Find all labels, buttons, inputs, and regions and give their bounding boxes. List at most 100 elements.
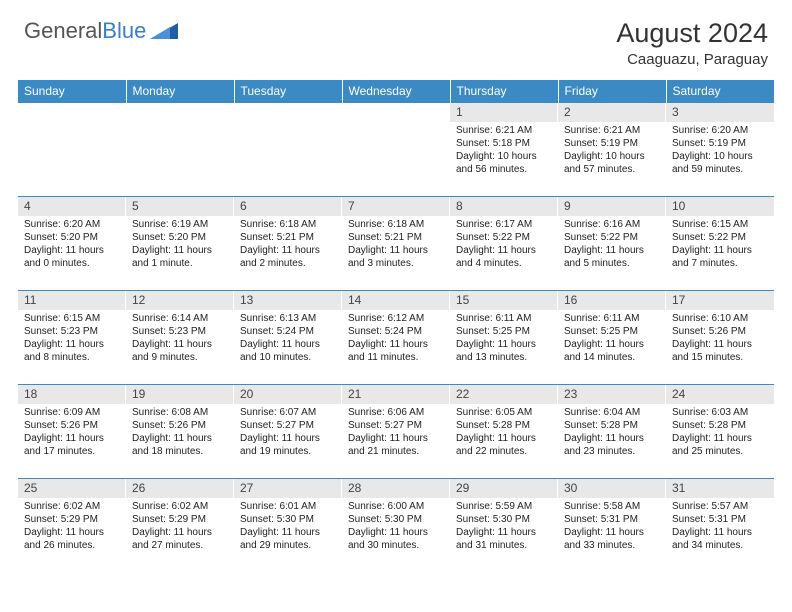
day-number: 27 — [234, 479, 342, 498]
daylight-line: Daylight: 11 hours and 19 minutes. — [240, 433, 336, 459]
calendar-cell: 1Sunrise: 6:21 AMSunset: 5:18 PMDaylight… — [450, 103, 558, 197]
day-header: Thursday — [450, 80, 558, 103]
daylight-line: Daylight: 11 hours and 26 minutes. — [24, 527, 120, 553]
sunset-line: Sunset: 5:27 PM — [240, 420, 336, 433]
sunrise-line: Sunrise: 5:59 AM — [456, 501, 552, 514]
day-number: 16 — [558, 291, 666, 310]
calendar-head: SundayMondayTuesdayWednesdayThursdayFrid… — [18, 80, 774, 103]
calendar-cell: 8Sunrise: 6:17 AMSunset: 5:22 PMDaylight… — [450, 197, 558, 291]
calendar-cell: 9Sunrise: 6:16 AMSunset: 5:22 PMDaylight… — [558, 197, 666, 291]
daylight-line: Daylight: 11 hours and 0 minutes. — [24, 245, 120, 271]
daylight-line: Daylight: 11 hours and 29 minutes. — [240, 527, 336, 553]
calendar-cell: 15Sunrise: 6:11 AMSunset: 5:25 PMDayligh… — [450, 291, 558, 385]
sunrise-line: Sunrise: 6:04 AM — [564, 407, 660, 420]
day-number: 14 — [342, 291, 450, 310]
calendar-cell: 26Sunrise: 6:02 AMSunset: 5:29 PMDayligh… — [126, 479, 234, 573]
calendar-body: 1Sunrise: 6:21 AMSunset: 5:18 PMDaylight… — [18, 103, 774, 573]
daylight-line: Daylight: 11 hours and 33 minutes. — [564, 527, 660, 553]
brand-left: General — [24, 18, 102, 43]
day-number: 19 — [126, 385, 234, 404]
month-title: August 2024 — [616, 18, 768, 49]
daylight-line: Daylight: 10 hours and 59 minutes. — [672, 151, 768, 177]
calendar-cell: 12Sunrise: 6:14 AMSunset: 5:23 PMDayligh… — [126, 291, 234, 385]
day-details: Sunrise: 6:03 AMSunset: 5:28 PMDaylight:… — [666, 404, 774, 461]
sunrise-line: Sunrise: 6:21 AM — [456, 125, 552, 138]
day-details: Sunrise: 6:13 AMSunset: 5:24 PMDaylight:… — [234, 310, 342, 367]
calendar-cell: 3Sunrise: 6:20 AMSunset: 5:19 PMDaylight… — [666, 103, 774, 197]
sunrise-line: Sunrise: 6:00 AM — [348, 501, 444, 514]
day-number: 8 — [450, 197, 558, 216]
day-number: 13 — [234, 291, 342, 310]
daylight-line: Daylight: 11 hours and 25 minutes. — [672, 433, 768, 459]
calendar-cell — [234, 103, 342, 197]
sunset-line: Sunset: 5:22 PM — [564, 232, 660, 245]
day-details: Sunrise: 6:01 AMSunset: 5:30 PMDaylight:… — [234, 498, 342, 555]
day-details: Sunrise: 6:21 AMSunset: 5:19 PMDaylight:… — [558, 122, 666, 179]
daylight-line: Daylight: 11 hours and 13 minutes. — [456, 339, 552, 365]
daylight-line: Daylight: 11 hours and 15 minutes. — [672, 339, 768, 365]
daylight-line: Daylight: 10 hours and 56 minutes. — [456, 151, 552, 177]
daylight-line: Daylight: 11 hours and 7 minutes. — [672, 245, 768, 271]
day-number: 10 — [666, 197, 774, 216]
sunset-line: Sunset: 5:29 PM — [132, 514, 228, 527]
header: GeneralBlue August 2024 Caaguazu, Paragu… — [0, 0, 792, 76]
sunrise-line: Sunrise: 5:57 AM — [672, 501, 768, 514]
sunset-line: Sunset: 5:28 PM — [672, 420, 768, 433]
daylight-line: Daylight: 11 hours and 3 minutes. — [348, 245, 444, 271]
day-details: Sunrise: 6:07 AMSunset: 5:27 PMDaylight:… — [234, 404, 342, 461]
day-number: 4 — [18, 197, 126, 216]
day-details: Sunrise: 6:05 AMSunset: 5:28 PMDaylight:… — [450, 404, 558, 461]
calendar-cell: 30Sunrise: 5:58 AMSunset: 5:31 PMDayligh… — [558, 479, 666, 573]
calendar-cell: 21Sunrise: 6:06 AMSunset: 5:27 PMDayligh… — [342, 385, 450, 479]
sunrise-line: Sunrise: 6:17 AM — [456, 219, 552, 232]
daylight-line: Daylight: 11 hours and 8 minutes. — [24, 339, 120, 365]
sunrise-line: Sunrise: 6:09 AM — [24, 407, 120, 420]
sunrise-line: Sunrise: 6:15 AM — [672, 219, 768, 232]
sunrise-line: Sunrise: 5:58 AM — [564, 501, 660, 514]
day-details: Sunrise: 5:57 AMSunset: 5:31 PMDaylight:… — [666, 498, 774, 555]
day-number: 9 — [558, 197, 666, 216]
daylight-line: Daylight: 11 hours and 23 minutes. — [564, 433, 660, 459]
daylight-line: Daylight: 11 hours and 30 minutes. — [348, 527, 444, 553]
calendar-row: 4Sunrise: 6:20 AMSunset: 5:20 PMDaylight… — [18, 197, 774, 291]
day-header: Friday — [558, 80, 666, 103]
day-header: Tuesday — [234, 80, 342, 103]
calendar-cell: 16Sunrise: 6:11 AMSunset: 5:25 PMDayligh… — [558, 291, 666, 385]
day-details: Sunrise: 6:20 AMSunset: 5:20 PMDaylight:… — [18, 216, 126, 273]
daylight-line: Daylight: 11 hours and 27 minutes. — [132, 527, 228, 553]
sunrise-line: Sunrise: 6:11 AM — [564, 313, 660, 326]
sunset-line: Sunset: 5:26 PM — [24, 420, 120, 433]
daylight-line: Daylight: 11 hours and 22 minutes. — [456, 433, 552, 459]
sunset-line: Sunset: 5:30 PM — [240, 514, 336, 527]
calendar-table: SundayMondayTuesdayWednesdayThursdayFrid… — [18, 80, 774, 573]
sunrise-line: Sunrise: 6:06 AM — [348, 407, 444, 420]
calendar-cell: 7Sunrise: 6:18 AMSunset: 5:21 PMDaylight… — [342, 197, 450, 291]
day-number: 29 — [450, 479, 558, 498]
day-number: 17 — [666, 291, 774, 310]
calendar-row: 18Sunrise: 6:09 AMSunset: 5:26 PMDayligh… — [18, 385, 774, 479]
calendar-cell: 10Sunrise: 6:15 AMSunset: 5:22 PMDayligh… — [666, 197, 774, 291]
day-details: Sunrise: 6:11 AMSunset: 5:25 PMDaylight:… — [558, 310, 666, 367]
sunset-line: Sunset: 5:21 PM — [348, 232, 444, 245]
day-details: Sunrise: 6:11 AMSunset: 5:25 PMDaylight:… — [450, 310, 558, 367]
sunrise-line: Sunrise: 6:08 AM — [132, 407, 228, 420]
daylight-line: Daylight: 11 hours and 14 minutes. — [564, 339, 660, 365]
sunrise-line: Sunrise: 6:20 AM — [672, 125, 768, 138]
calendar-cell: 13Sunrise: 6:13 AMSunset: 5:24 PMDayligh… — [234, 291, 342, 385]
day-details: Sunrise: 5:59 AMSunset: 5:30 PMDaylight:… — [450, 498, 558, 555]
sunrise-line: Sunrise: 6:20 AM — [24, 219, 120, 232]
sunset-line: Sunset: 5:23 PM — [132, 326, 228, 339]
calendar-cell: 4Sunrise: 6:20 AMSunset: 5:20 PMDaylight… — [18, 197, 126, 291]
sunrise-line: Sunrise: 6:07 AM — [240, 407, 336, 420]
day-number: 15 — [450, 291, 558, 310]
calendar-cell — [342, 103, 450, 197]
sunset-line: Sunset: 5:22 PM — [456, 232, 552, 245]
sunrise-line: Sunrise: 6:15 AM — [24, 313, 120, 326]
calendar-cell: 28Sunrise: 6:00 AMSunset: 5:30 PMDayligh… — [342, 479, 450, 573]
day-number: 20 — [234, 385, 342, 404]
day-number: 24 — [666, 385, 774, 404]
daylight-line: Daylight: 11 hours and 10 minutes. — [240, 339, 336, 365]
sunrise-line: Sunrise: 6:05 AM — [456, 407, 552, 420]
day-number: 11 — [18, 291, 126, 310]
calendar-cell: 22Sunrise: 6:05 AMSunset: 5:28 PMDayligh… — [450, 385, 558, 479]
